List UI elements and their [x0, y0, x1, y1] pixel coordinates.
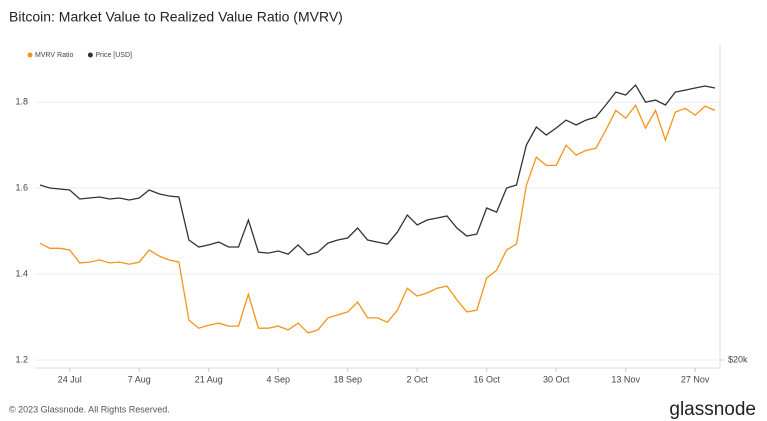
x-tick-label: 21 Aug	[195, 374, 223, 384]
x-tick-label: 7 Aug	[128, 374, 151, 384]
x-tick-label: 16 Oct	[473, 374, 500, 384]
legend-marker	[27, 52, 33, 58]
y-tick-label: 1.4	[15, 268, 28, 278]
x-tick-label: 24 Jul	[58, 374, 82, 384]
y-tick-label: 1.6	[15, 183, 28, 193]
x-tick-label: 27 Nov	[681, 374, 710, 384]
y2-tick-label: $20k	[728, 354, 748, 364]
series-line	[39, 83, 716, 256]
y-tick-label: 1.2	[15, 354, 28, 364]
x-tick-label: 30 Oct	[543, 374, 570, 384]
x-tick-label: 18 Sep	[333, 374, 362, 384]
x-tick-label: 2 Oct	[406, 374, 428, 384]
legend-label: MVRV Ratio	[35, 52, 73, 59]
chart-title: Bitcoin: Market Value to Realized Value …	[9, 9, 343, 25]
x-tick-label: 4 Sep	[266, 374, 290, 384]
x-tick-label: 13 Nov	[611, 374, 640, 384]
series-line	[39, 104, 716, 334]
legend-marker	[87, 52, 93, 58]
footer: © 2023 Glassnode. All Rights Reserved.	[9, 404, 170, 414]
legend-label: Price [USD]	[95, 52, 132, 59]
y-tick-label: 1.8	[15, 97, 28, 107]
brand-logo: glassnode	[669, 399, 756, 420]
